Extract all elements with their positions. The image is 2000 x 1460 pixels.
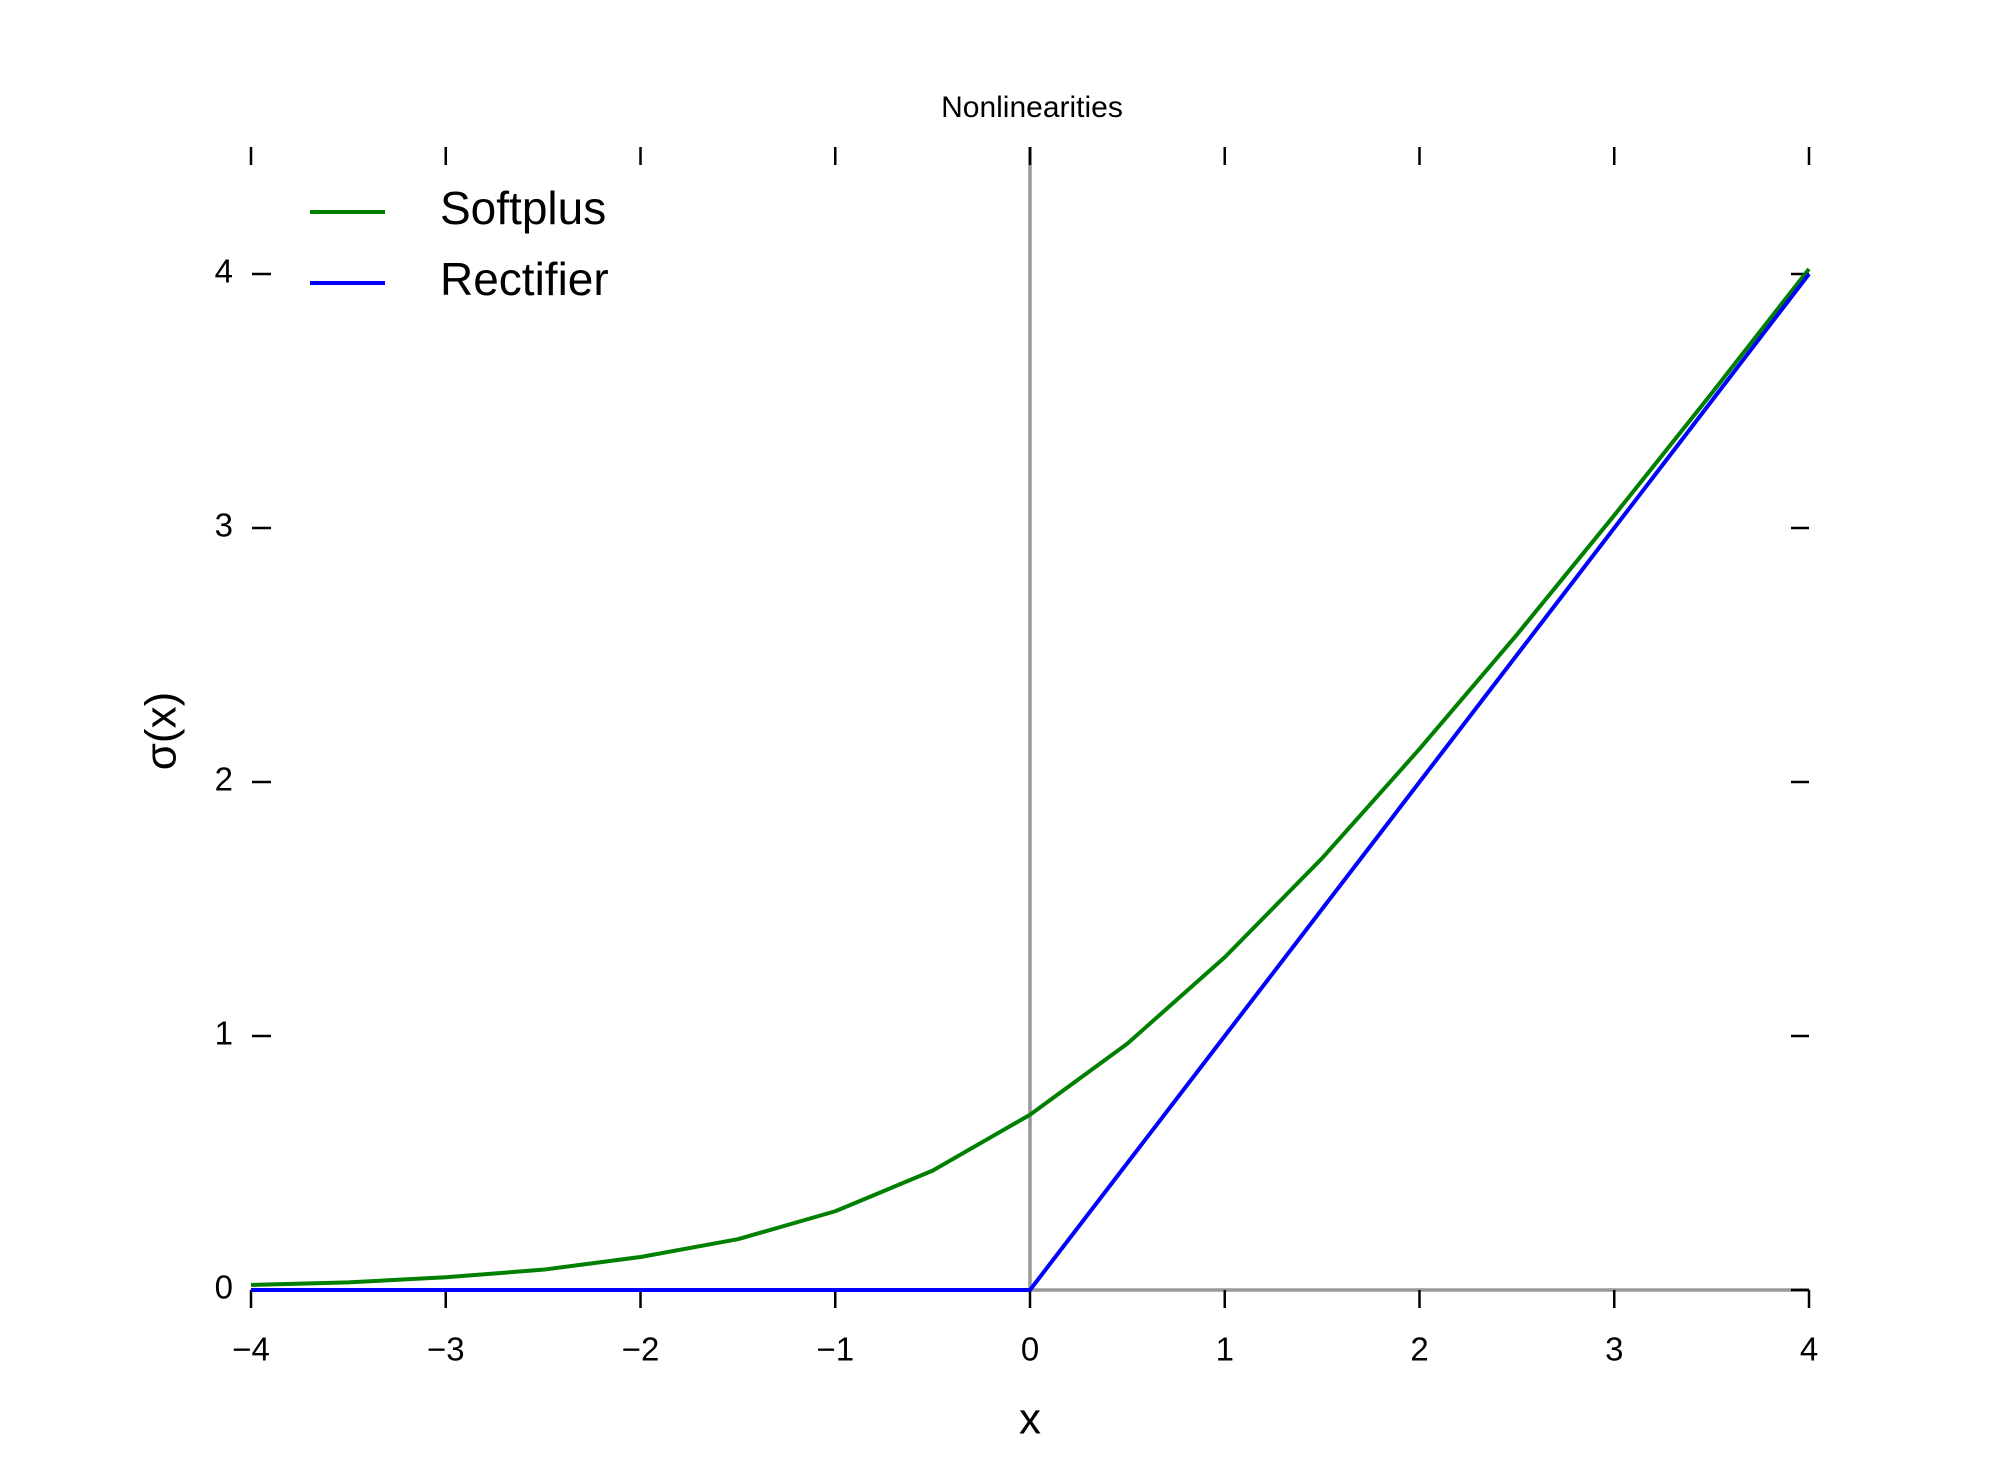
x-tick-label: 4 <box>1800 1331 1818 1368</box>
y-tick-label: 1 <box>215 1015 233 1052</box>
legend-label: Softplus <box>440 182 606 234</box>
line-series <box>251 272 1811 1292</box>
x-tick-label: −1 <box>816 1331 854 1368</box>
x-tick-label: −3 <box>427 1331 465 1368</box>
x-tick-label: 2 <box>1410 1331 1428 1368</box>
x-tick-label: 1 <box>1216 1331 1234 1368</box>
x-axis-label: x <box>1019 1395 1041 1444</box>
y-axis-label: σ(x) <box>137 692 186 770</box>
line-series <box>250 267 1811 1287</box>
x-tick-label: −2 <box>622 1331 660 1368</box>
chart-title: Nonlinearities <box>941 91 1123 124</box>
y-tick-label: 3 <box>215 507 233 544</box>
x-tick-label: −4 <box>232 1331 270 1368</box>
x-tick-label: 3 <box>1605 1331 1623 1368</box>
y-tick-label: 4 <box>215 253 233 290</box>
x-tick-label: 0 <box>1021 1331 1039 1368</box>
y-tick-label: 2 <box>215 761 233 798</box>
legend-label: Rectifier <box>440 253 609 305</box>
y-tick-label: 0 <box>215 1269 233 1306</box>
